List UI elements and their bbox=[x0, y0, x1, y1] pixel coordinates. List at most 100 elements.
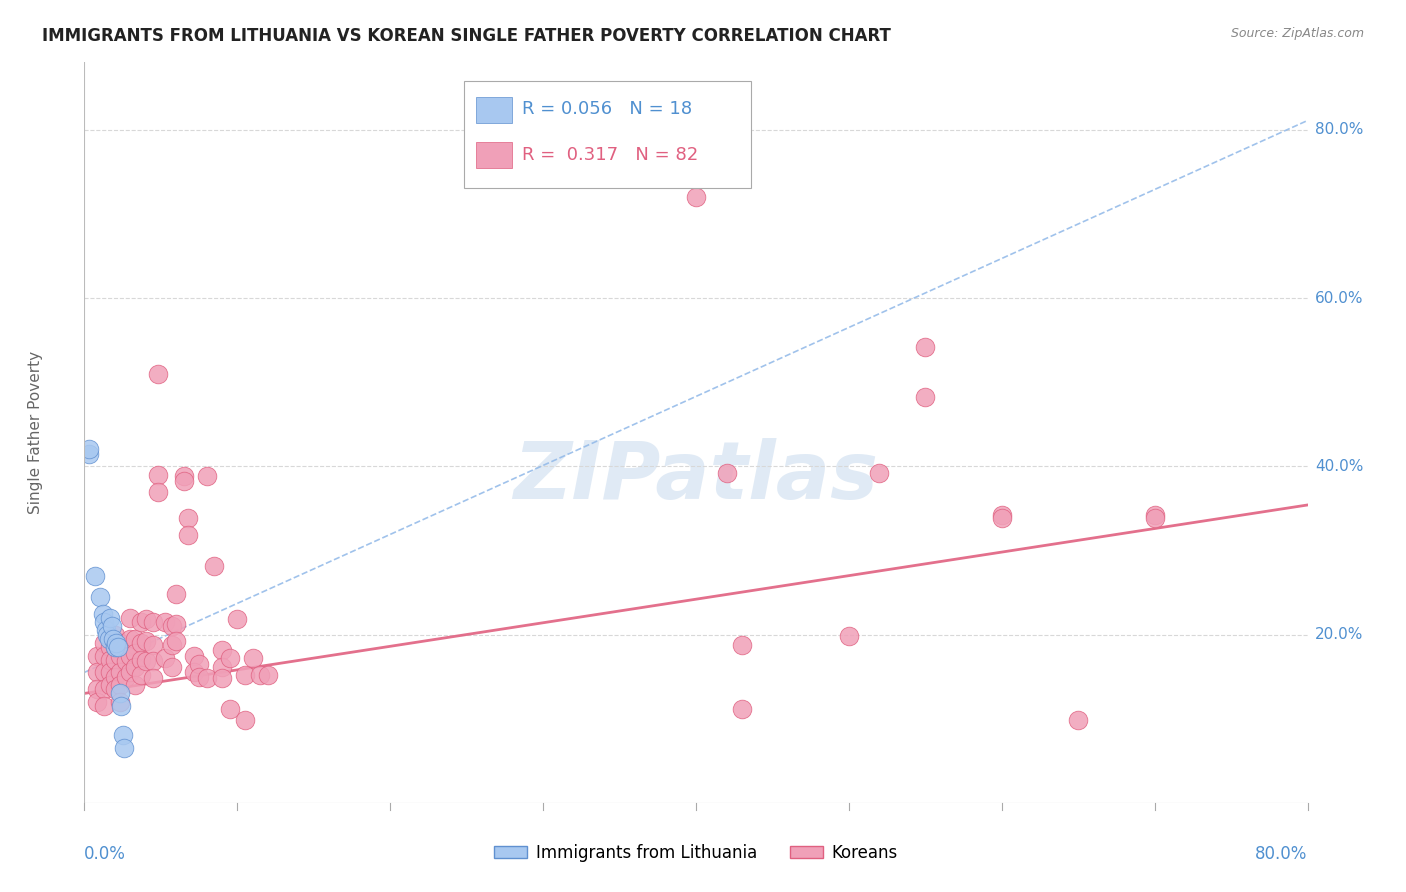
Point bbox=[77, 447, 100, 461]
FancyBboxPatch shape bbox=[475, 97, 513, 123]
Point bbox=[211, 671, 233, 685]
Point bbox=[98, 678, 121, 692]
Point bbox=[124, 632, 146, 646]
Point bbox=[211, 642, 233, 657]
Point bbox=[155, 615, 177, 629]
Point bbox=[93, 665, 115, 680]
Point bbox=[86, 648, 108, 663]
Point bbox=[91, 607, 114, 621]
Point bbox=[869, 466, 891, 480]
Text: Single Father Poverty: Single Father Poverty bbox=[28, 351, 44, 514]
Point bbox=[124, 646, 146, 660]
Point bbox=[731, 701, 754, 715]
Point bbox=[135, 634, 157, 648]
Point bbox=[188, 670, 211, 684]
Point bbox=[77, 442, 100, 457]
Point bbox=[142, 655, 165, 669]
Point bbox=[129, 668, 152, 682]
Point bbox=[124, 659, 146, 673]
Point bbox=[1067, 714, 1090, 728]
Point bbox=[146, 484, 169, 499]
Point bbox=[177, 511, 200, 525]
Point bbox=[114, 670, 136, 684]
Point bbox=[242, 651, 264, 665]
Point bbox=[685, 190, 707, 204]
Point bbox=[838, 629, 860, 643]
Point bbox=[1143, 508, 1166, 522]
Point bbox=[135, 612, 157, 626]
Point bbox=[98, 610, 121, 624]
Point bbox=[93, 615, 115, 629]
Point bbox=[233, 714, 256, 728]
Point bbox=[142, 615, 165, 629]
Point bbox=[129, 615, 152, 629]
Text: R =  0.317   N = 82: R = 0.317 N = 82 bbox=[522, 146, 699, 164]
FancyBboxPatch shape bbox=[475, 143, 513, 169]
Point bbox=[104, 627, 127, 641]
Point bbox=[108, 665, 131, 680]
Point bbox=[914, 390, 936, 404]
Point bbox=[160, 659, 183, 673]
Point bbox=[94, 624, 117, 638]
Point bbox=[146, 467, 169, 482]
Point bbox=[233, 668, 256, 682]
Legend: Immigrants from Lithuania, Koreans: Immigrants from Lithuania, Koreans bbox=[488, 838, 904, 869]
Text: R = 0.056   N = 18: R = 0.056 N = 18 bbox=[522, 100, 692, 118]
Point bbox=[84, 568, 107, 582]
Point bbox=[105, 636, 128, 650]
Point bbox=[104, 670, 127, 684]
Point bbox=[114, 655, 136, 669]
Point bbox=[98, 653, 121, 667]
Text: ZIPatlas: ZIPatlas bbox=[513, 438, 879, 516]
Point bbox=[108, 686, 131, 700]
Text: 40.0%: 40.0% bbox=[1315, 458, 1364, 474]
Point bbox=[202, 558, 225, 573]
Point bbox=[89, 590, 111, 604]
Point bbox=[86, 695, 108, 709]
Point bbox=[120, 648, 142, 663]
Point bbox=[165, 634, 187, 648]
Point bbox=[110, 699, 132, 714]
Point bbox=[731, 638, 754, 652]
Point bbox=[142, 671, 165, 685]
Point bbox=[120, 610, 142, 624]
Point bbox=[108, 636, 131, 650]
Point bbox=[211, 659, 233, 673]
Point bbox=[165, 617, 187, 632]
Point bbox=[112, 741, 135, 756]
Point bbox=[120, 632, 142, 646]
Point bbox=[173, 469, 195, 483]
Point bbox=[218, 701, 240, 715]
Point bbox=[104, 682, 127, 697]
Text: 20.0%: 20.0% bbox=[1315, 627, 1364, 642]
Point bbox=[135, 655, 157, 669]
Point bbox=[98, 665, 121, 680]
Point bbox=[155, 651, 177, 665]
Point bbox=[160, 619, 183, 633]
Point bbox=[249, 668, 271, 682]
Point bbox=[218, 651, 240, 665]
Point bbox=[93, 636, 115, 650]
Point bbox=[93, 648, 115, 663]
Point bbox=[104, 640, 127, 655]
Point bbox=[129, 636, 152, 650]
Point bbox=[101, 619, 124, 633]
Point bbox=[226, 612, 249, 626]
Text: 80.0%: 80.0% bbox=[1256, 845, 1308, 863]
Point bbox=[173, 475, 195, 489]
Text: 80.0%: 80.0% bbox=[1315, 122, 1364, 137]
Point bbox=[86, 682, 108, 697]
Text: 0.0%: 0.0% bbox=[84, 845, 127, 863]
Point bbox=[86, 665, 108, 680]
Point bbox=[108, 648, 131, 663]
Point bbox=[124, 678, 146, 692]
Point bbox=[146, 367, 169, 381]
Point bbox=[716, 466, 738, 480]
Point bbox=[93, 699, 115, 714]
Point bbox=[177, 528, 200, 542]
Point bbox=[1143, 511, 1166, 525]
Point bbox=[183, 665, 205, 680]
Point bbox=[104, 640, 127, 655]
Point bbox=[104, 653, 127, 667]
Point bbox=[98, 640, 121, 655]
